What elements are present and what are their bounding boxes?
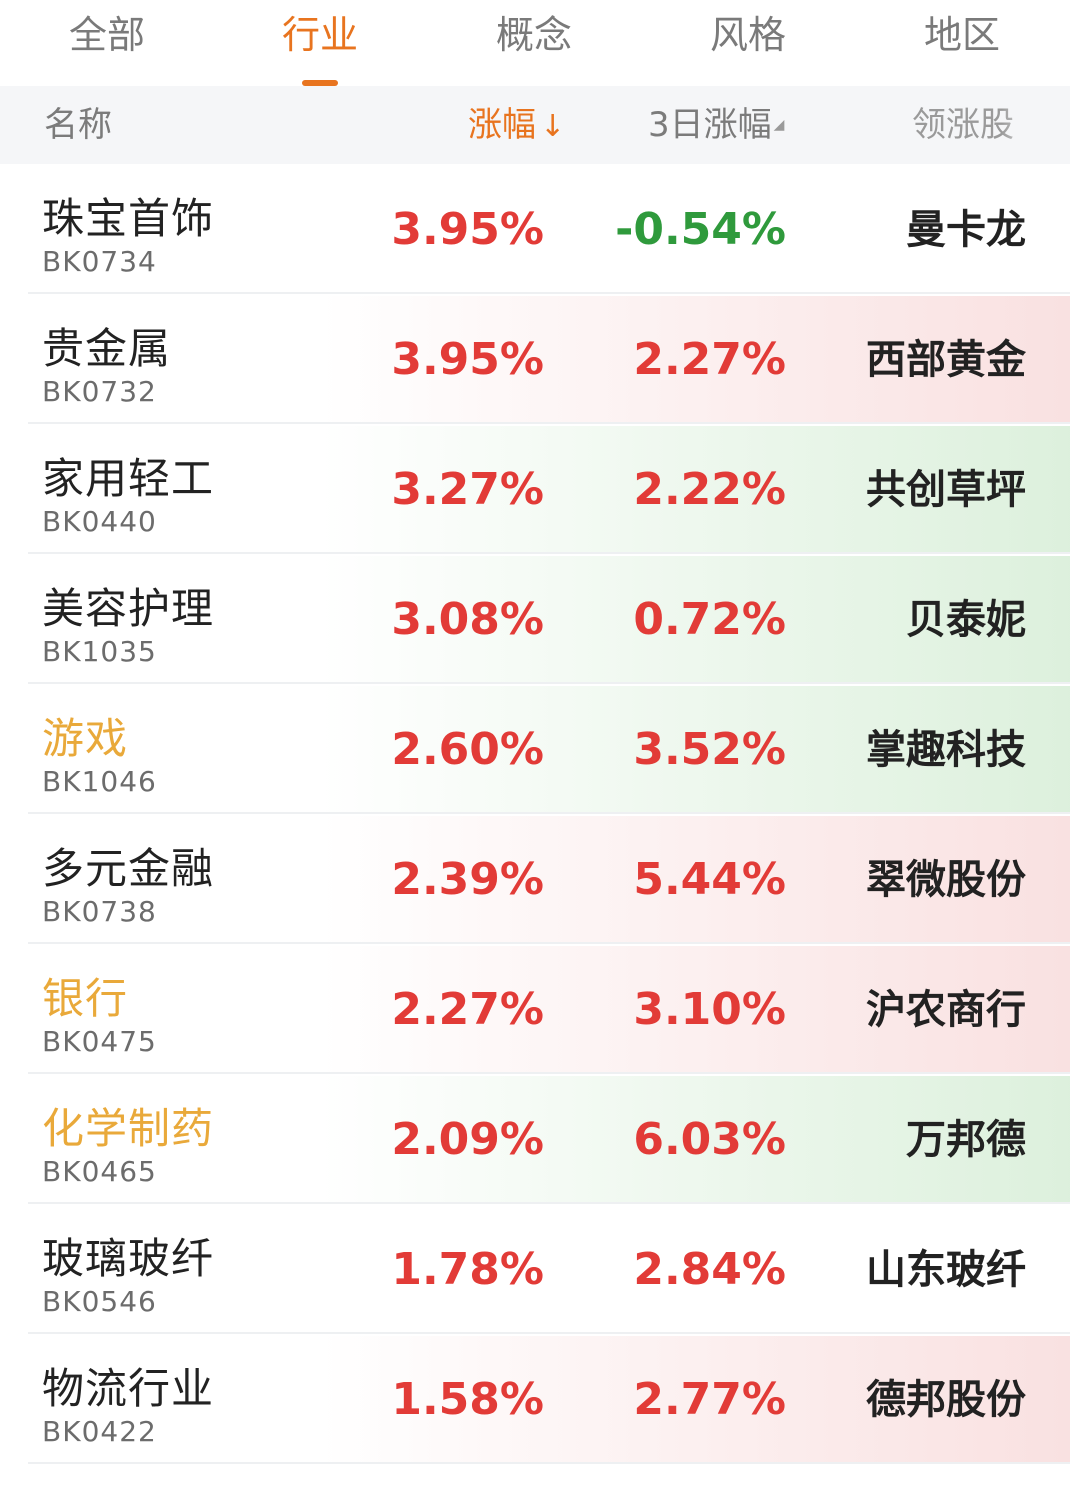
table-row[interactable]: 贵金属 BK0732 3.95% 2.27% 西部黄金: [0, 294, 1070, 424]
row-divider: [28, 1072, 1070, 1074]
change-value: 3.95%: [391, 334, 544, 385]
industry-name: 珠宝首饰: [42, 194, 215, 243]
category-tabs: 全部 行业 概念 风格 地区: [0, 0, 1070, 86]
industry-code: BK0475: [42, 1025, 157, 1058]
row-heat-background: [0, 426, 1070, 552]
industry-code: BK0732: [42, 375, 157, 408]
table-row[interactable]: 物流行业 BK0422 1.58% 2.77% 德邦股份: [0, 1334, 1070, 1464]
industry-code: BK0738: [42, 895, 157, 928]
industry-code: BK0465: [42, 1155, 157, 1188]
industry-name: 贵金属: [42, 324, 172, 373]
header-leader[interactable]: 领涨股: [912, 105, 1014, 145]
industry-name: 游戏: [42, 714, 129, 763]
leading-stock[interactable]: 沪农商行: [866, 987, 1026, 1033]
industry-code: BK0440: [42, 505, 157, 538]
header-name[interactable]: 名称: [44, 105, 112, 145]
table-row[interactable]: 游戏 BK1046 2.60% 3.52% 掌趣科技: [0, 684, 1070, 814]
change3d-value: 2.27%: [633, 334, 786, 385]
row-divider: [28, 812, 1070, 814]
leading-stock[interactable]: 翠微股份: [866, 857, 1026, 903]
industry-code: BK0546: [42, 1285, 157, 1318]
row-divider: [28, 1462, 1070, 1464]
change-value: 1.78%: [391, 1244, 544, 1295]
row-divider: [28, 942, 1070, 944]
row-heat-background: [0, 946, 1070, 1072]
row-divider: [28, 1202, 1070, 1204]
tab-concept[interactable]: 概念: [495, 13, 572, 57]
header-change-sort[interactable]: 涨幅 ↓: [468, 105, 565, 147]
industry-name: 多元金融: [42, 844, 215, 893]
row-divider: [28, 682, 1070, 684]
header-change-label: 涨幅: [468, 105, 536, 145]
change3d-value: -0.54%: [615, 204, 786, 255]
row-heat-background: [0, 1076, 1070, 1202]
tab-all[interactable]: 全部: [68, 13, 145, 57]
row-divider: [28, 292, 1070, 294]
row-heat-background: [0, 1336, 1070, 1462]
change-value: 1.58%: [391, 1374, 544, 1425]
leading-stock[interactable]: 贝泰妮: [906, 597, 1026, 643]
table-row[interactable]: 家用轻工 BK0440 3.27% 2.22% 共创草坪: [0, 424, 1070, 554]
change3d-value: 2.77%: [633, 1374, 786, 1425]
industry-name: 玻璃玻纤: [42, 1234, 215, 1283]
table-row[interactable]: 多元金融 BK0738 2.39% 5.44% 翠微股份: [0, 814, 1070, 944]
change-value: 2.09%: [391, 1114, 544, 1165]
change3d-value: 2.22%: [633, 464, 786, 515]
table-header: 名称 涨幅 ↓ 3日涨幅 ◢ 领涨股: [0, 86, 1070, 164]
leading-stock[interactable]: 山东玻纤: [866, 1247, 1026, 1293]
industry-name: 化学制药: [42, 1104, 215, 1153]
leading-stock[interactable]: 德邦股份: [866, 1377, 1026, 1423]
change-value: 2.60%: [391, 724, 544, 775]
industry-name: 家用轻工: [42, 454, 215, 503]
industry-code: BK0734: [42, 245, 157, 278]
table-row[interactable]: 玻璃玻纤 BK0546 1.78% 2.84% 山东玻纤: [0, 1204, 1070, 1334]
row-divider: [28, 1332, 1070, 1334]
table-row[interactable]: 珠宝首饰 BK0734 3.95% -0.54% 曼卡龙: [0, 164, 1070, 294]
header-change3d-sort[interactable]: 3日涨幅 ◢: [648, 105, 784, 145]
leading-stock[interactable]: 西部黄金: [866, 337, 1026, 383]
change-value: 3.08%: [391, 594, 544, 645]
industry-code: BK0422: [42, 1415, 157, 1448]
leading-stock[interactable]: 万邦德: [906, 1117, 1026, 1163]
tab-active-indicator: [302, 80, 338, 86]
change3d-value: 0.72%: [633, 594, 786, 645]
row-heat-background: [0, 816, 1070, 942]
table-row[interactable]: 化学制药 BK0465 2.09% 6.03% 万邦德: [0, 1074, 1070, 1204]
change-value: 2.27%: [391, 984, 544, 1035]
change3d-value: 2.84%: [633, 1244, 786, 1295]
row-divider: [28, 422, 1070, 424]
sort-triangle-icon: ◢: [773, 117, 785, 133]
leading-stock[interactable]: 曼卡龙: [906, 207, 1026, 253]
row-divider: [28, 552, 1070, 554]
industry-name: 银行: [42, 974, 129, 1023]
leading-stock[interactable]: 掌趣科技: [866, 727, 1026, 773]
change3d-value: 3.10%: [633, 984, 786, 1035]
change-value: 3.95%: [391, 204, 544, 255]
leading-stock[interactable]: 共创草坪: [866, 467, 1026, 513]
change3d-value: 5.44%: [633, 854, 786, 905]
change-value: 3.27%: [391, 464, 544, 515]
table-row[interactable]: 银行 BK0475 2.27% 3.10% 沪农商行: [0, 944, 1070, 1074]
industry-code: BK1035: [42, 635, 157, 668]
change3d-value: 6.03%: [633, 1114, 786, 1165]
tab-industry[interactable]: 行业: [281, 13, 358, 57]
tab-style[interactable]: 风格: [709, 13, 786, 57]
row-heat-background: [0, 296, 1070, 422]
industry-name: 物流行业: [42, 1364, 215, 1413]
change3d-value: 3.52%: [633, 724, 786, 775]
industry-name: 美容护理: [42, 584, 215, 633]
tab-region[interactable]: 地区: [923, 13, 1000, 57]
table-row[interactable]: 美容护理 BK1035 3.08% 0.72% 贝泰妮: [0, 554, 1070, 684]
industry-code: BK1046: [42, 765, 157, 798]
change-value: 2.39%: [391, 854, 544, 905]
row-heat-background: [0, 556, 1070, 682]
row-heat-background: [0, 686, 1070, 812]
sort-down-icon: ↓: [540, 109, 566, 144]
header-change3d-label: 3日涨幅: [648, 105, 772, 145]
